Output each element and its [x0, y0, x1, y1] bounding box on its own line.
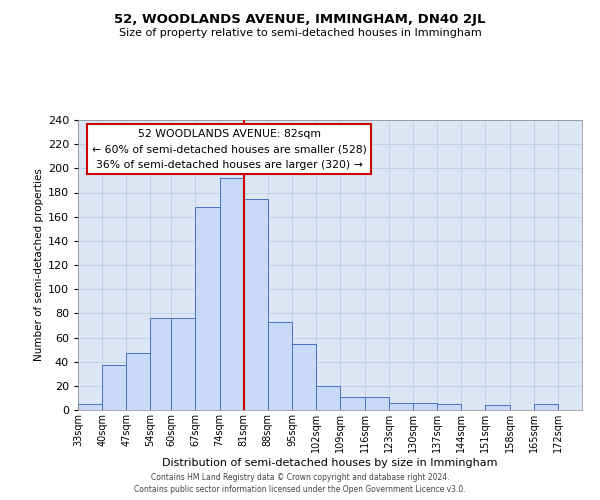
Bar	[102, 366, 127, 410]
Bar	[413, 403, 437, 410]
Bar	[151, 318, 171, 410]
Bar	[292, 344, 316, 410]
Bar	[244, 198, 268, 410]
Text: Contains public sector information licensed under the Open Government Licence v3: Contains public sector information licen…	[134, 485, 466, 494]
Bar	[127, 353, 151, 410]
Bar	[171, 318, 196, 410]
Text: Size of property relative to semi-detached houses in Immingham: Size of property relative to semi-detach…	[119, 28, 481, 38]
Bar	[437, 404, 461, 410]
Bar	[365, 396, 389, 410]
Bar	[533, 404, 558, 410]
Bar	[78, 404, 102, 410]
Bar	[268, 322, 292, 410]
Text: Contains HM Land Registry data © Crown copyright and database right 2024.: Contains HM Land Registry data © Crown c…	[151, 472, 449, 482]
Bar	[389, 403, 413, 410]
X-axis label: Distribution of semi-detached houses by size in Immingham: Distribution of semi-detached houses by …	[162, 458, 498, 468]
Y-axis label: Number of semi-detached properties: Number of semi-detached properties	[34, 168, 44, 362]
Bar	[196, 207, 220, 410]
Bar	[220, 178, 244, 410]
Text: 52, WOODLANDS AVENUE, IMMINGHAM, DN40 2JL: 52, WOODLANDS AVENUE, IMMINGHAM, DN40 2J…	[114, 12, 486, 26]
Bar	[485, 405, 509, 410]
Bar	[316, 386, 340, 410]
Bar	[340, 396, 365, 410]
Text: 52 WOODLANDS AVENUE: 82sqm
← 60% of semi-detached houses are smaller (528)
36% o: 52 WOODLANDS AVENUE: 82sqm ← 60% of semi…	[92, 128, 367, 170]
